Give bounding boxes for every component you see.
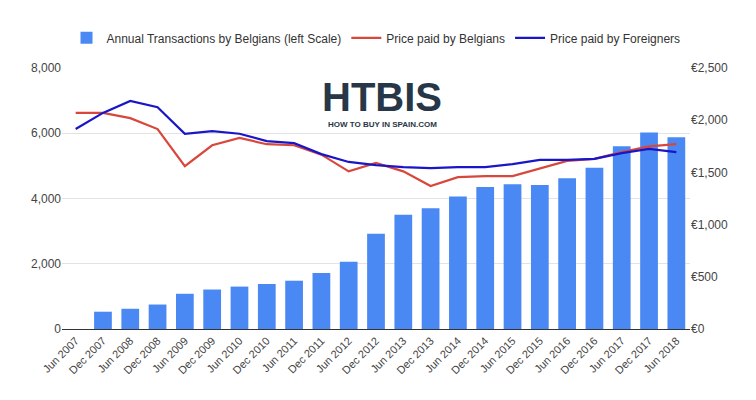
svg-text:Dec 2010: Dec 2010 bbox=[230, 335, 272, 377]
svg-text:Price paid by Foreigners: Price paid by Foreigners bbox=[550, 32, 680, 46]
svg-text:€2,000: €2,000 bbox=[691, 113, 728, 127]
svg-text:€0: €0 bbox=[691, 322, 705, 336]
svg-text:Dec 2017: Dec 2017 bbox=[613, 335, 655, 377]
svg-text:Jun 2014: Jun 2014 bbox=[423, 335, 463, 375]
svg-text:Dec 2007: Dec 2007 bbox=[66, 335, 108, 377]
svg-text:Price paid by Belgians: Price paid by Belgians bbox=[386, 32, 505, 46]
svg-text:6,000: 6,000 bbox=[31, 126, 61, 140]
svg-text:Dec 2008: Dec 2008 bbox=[121, 335, 163, 377]
svg-text:Jun 2015: Jun 2015 bbox=[477, 335, 517, 375]
svg-text:Dec 2012: Dec 2012 bbox=[340, 335, 382, 377]
svg-text:Dec 2014: Dec 2014 bbox=[449, 335, 491, 377]
svg-text:€1,500: €1,500 bbox=[691, 166, 728, 180]
svg-text:8,000: 8,000 bbox=[31, 61, 61, 75]
svg-text:HTBIS: HTBIS bbox=[322, 75, 442, 119]
svg-text:Annual Transactions by Belgian: Annual Transactions by Belgians (left Sc… bbox=[107, 32, 342, 46]
svg-text:€500: €500 bbox=[691, 270, 718, 284]
svg-text:Jun 2007: Jun 2007 bbox=[40, 335, 80, 375]
svg-text:€2,500: €2,500 bbox=[691, 61, 728, 75]
svg-text:2,000: 2,000 bbox=[31, 257, 61, 271]
svg-text:Jun 2012: Jun 2012 bbox=[314, 335, 354, 375]
svg-text:Dec 2015: Dec 2015 bbox=[503, 335, 545, 377]
svg-text:Jun 2011: Jun 2011 bbox=[259, 335, 299, 375]
svg-text:HOW TO BUY IN SPAIN.COM: HOW TO BUY IN SPAIN.COM bbox=[328, 120, 437, 129]
svg-text:0: 0 bbox=[54, 322, 61, 336]
svg-text:Dec 2009: Dec 2009 bbox=[176, 335, 218, 377]
svg-text:Jun 2008: Jun 2008 bbox=[95, 335, 135, 375]
svg-text:Jun 2009: Jun 2009 bbox=[150, 335, 190, 375]
svg-text:Dec 2013: Dec 2013 bbox=[394, 335, 436, 377]
svg-text:Jun 2017: Jun 2017 bbox=[587, 335, 627, 375]
svg-text:Dec 2016: Dec 2016 bbox=[558, 335, 600, 377]
svg-text:Jun 2018: Jun 2018 bbox=[641, 335, 681, 375]
svg-text:Jun 2010: Jun 2010 bbox=[204, 335, 244, 375]
svg-text:4,000: 4,000 bbox=[31, 192, 61, 206]
svg-text:Dec 2011: Dec 2011 bbox=[285, 335, 326, 376]
svg-text:Jun 2016: Jun 2016 bbox=[532, 335, 572, 375]
svg-text:Jun 2013: Jun 2013 bbox=[368, 335, 408, 375]
svg-text:€1,000: €1,000 bbox=[691, 218, 728, 232]
